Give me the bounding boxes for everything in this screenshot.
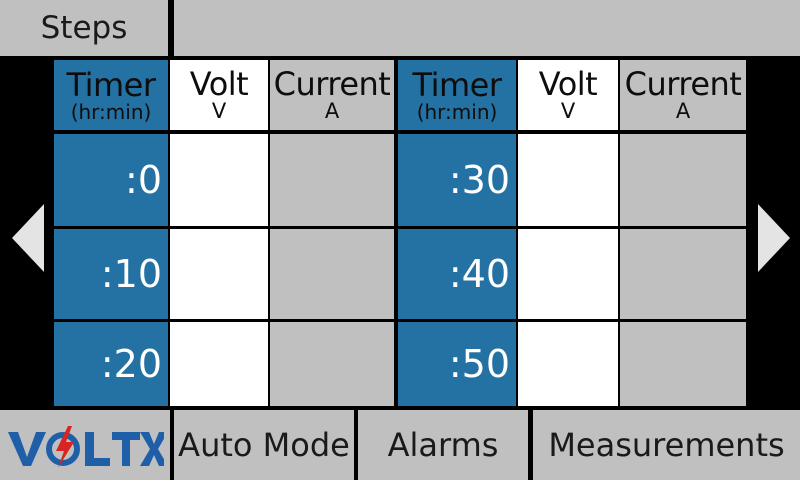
volt-header-label: Volt bbox=[538, 65, 598, 103]
steps-table: Timer (hr:min) Volt V Current A Timer (h… bbox=[52, 58, 748, 406]
current-header-unit: A bbox=[675, 99, 691, 123]
timer-header-label: Timer bbox=[412, 65, 502, 104]
current-value-cell bbox=[620, 229, 746, 319]
timer-cell[interactable]: :0 bbox=[54, 134, 168, 226]
timer-cell[interactable]: :30 bbox=[398, 134, 516, 226]
volt-header-left: Volt V bbox=[170, 60, 268, 130]
timer-cell[interactable]: :10 bbox=[54, 229, 168, 319]
current-value-cell bbox=[620, 322, 746, 406]
timer-cell[interactable]: :40 bbox=[398, 229, 516, 319]
volt-input-cell[interactable] bbox=[170, 134, 268, 226]
volt-header-right: Volt V bbox=[518, 60, 618, 130]
top-bar-blank bbox=[174, 0, 800, 56]
current-value-cell bbox=[620, 134, 746, 226]
timer-header-unit: (hr:min) bbox=[70, 99, 152, 124]
current-header-unit: A bbox=[324, 99, 340, 123]
timer-header-right: Timer (hr:min) bbox=[398, 60, 516, 130]
timer-cell[interactable]: :20 bbox=[54, 322, 168, 406]
current-value-cell bbox=[270, 229, 394, 319]
volt-input-cell[interactable] bbox=[518, 229, 618, 319]
steps-tab[interactable]: Steps bbox=[0, 0, 168, 56]
current-header-label: Current bbox=[273, 65, 391, 103]
triangle-left-icon bbox=[12, 204, 44, 272]
timer-header-unit: (hr:min) bbox=[416, 99, 498, 124]
volt-header-unit: V bbox=[560, 99, 576, 123]
current-header-left: Current A bbox=[270, 60, 394, 130]
prev-page-button[interactable] bbox=[10, 200, 46, 280]
measurements-button[interactable]: Measurements bbox=[533, 410, 800, 480]
volt-header-unit: V bbox=[211, 99, 227, 123]
current-header-right: Current A bbox=[620, 60, 746, 130]
volt-input-cell[interactable] bbox=[170, 229, 268, 319]
auto-mode-button[interactable]: Auto Mode bbox=[174, 410, 354, 480]
volt-input-cell[interactable] bbox=[518, 322, 618, 406]
next-page-button[interactable] bbox=[756, 200, 792, 280]
triangle-right-icon bbox=[758, 204, 790, 272]
volt-header-label: Volt bbox=[189, 65, 249, 103]
volt-input-cell[interactable] bbox=[170, 322, 268, 406]
voltx-logo-mark bbox=[8, 426, 164, 468]
timer-header-left: Timer (hr:min) bbox=[54, 60, 168, 130]
volt-input-cell[interactable] bbox=[518, 134, 618, 226]
timer-header-label: Timer bbox=[66, 65, 156, 104]
current-value-cell bbox=[270, 134, 394, 226]
current-value-cell bbox=[270, 322, 394, 406]
current-header-label: Current bbox=[624, 65, 742, 103]
timer-cell[interactable]: :50 bbox=[398, 322, 516, 406]
alarms-button[interactable]: Alarms bbox=[358, 410, 528, 480]
voltx-logo bbox=[0, 410, 170, 480]
